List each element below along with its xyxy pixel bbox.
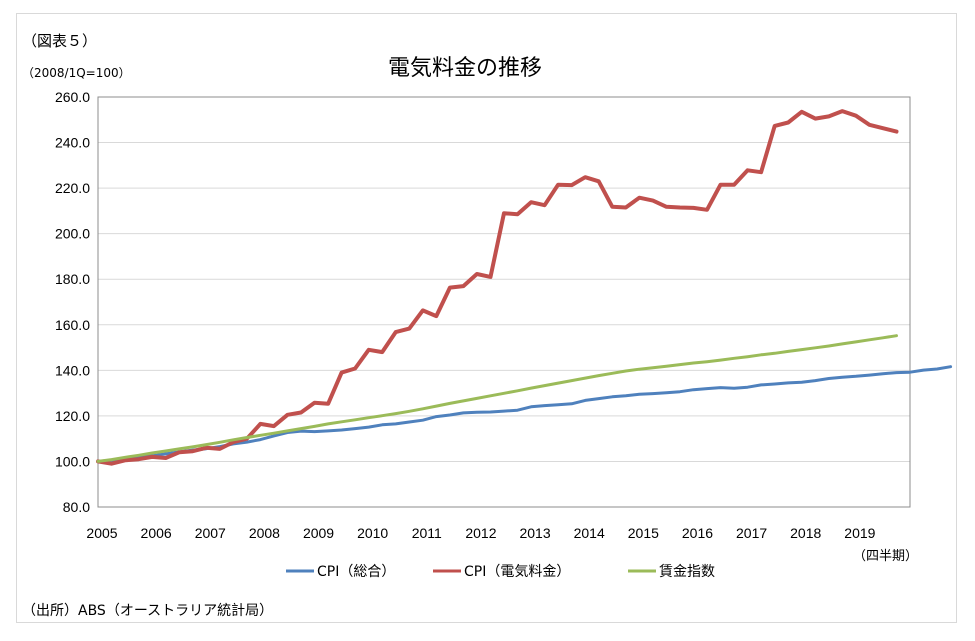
y-tick-label: 240.0 — [55, 135, 90, 151]
x-tick-label: 2009 — [303, 525, 334, 541]
x-tick-label: 2018 — [790, 525, 821, 541]
y-tick-label: 100.0 — [55, 453, 90, 469]
y-tick-label: 260.0 — [55, 89, 90, 105]
x-tick-label: 2011 — [412, 525, 442, 541]
x-tick-label: 2010 — [357, 525, 388, 541]
series-layer — [96, 109, 953, 466]
source-label: （出所）ABS（オーストラリア統計局） — [22, 603, 274, 619]
series-line-2 — [96, 109, 899, 466]
figure-label: （図表５） — [22, 32, 98, 50]
x-tick-label: 2019 — [844, 525, 875, 541]
grid-lines — [98, 142, 910, 462]
legend-label-3: 賃金指数 — [659, 564, 715, 580]
legend: CPI（総合） CPI（電気料金） 賃金指数 — [286, 564, 715, 580]
period-label: （四半期） — [853, 549, 919, 564]
y-tick-label: 200.0 — [55, 226, 90, 242]
x-tick-label: 2005 — [86, 525, 117, 541]
x-tick-label: 2007 — [195, 525, 226, 541]
y-tick-label: 80.0 — [63, 499, 90, 515]
x-tick-label: 2008 — [249, 525, 280, 541]
series-line-1 — [96, 365, 953, 463]
x-tick-label: 2013 — [519, 525, 550, 541]
legend-label-2: CPI（電気料金） — [464, 564, 570, 580]
plot-area — [97, 96, 911, 508]
y-tick-label: 220.0 — [55, 180, 90, 196]
chart-frame — [16, 13, 957, 623]
y-tick-label: 120.0 — [55, 408, 90, 424]
x-tick-label: 2015 — [628, 525, 659, 541]
x-tick-label: 2006 — [141, 525, 172, 541]
y-tick-label: 160.0 — [55, 317, 90, 333]
x-tick-label: 2014 — [574, 525, 605, 541]
y-axis-ticks: 80.0 100.0 120.0 140.0 160.0 180.0 200.0 220.0 2… — [55, 89, 90, 515]
unit-label: （2008/1Q=100） — [22, 66, 131, 80]
x-axis-ticks: 2005 2006 2007 2008 2009 2010 2011 2012 2013 2014… — [86, 525, 875, 541]
y-tick-label: 140.0 — [55, 362, 90, 378]
legend-label-1: CPI（総合） — [317, 564, 395, 580]
y-tick-label: 180.0 — [55, 271, 90, 287]
chart-title: 電気料金の推移 — [388, 56, 543, 81]
x-tick-label: 2017 — [736, 525, 767, 541]
series-line-3 — [96, 334, 898, 463]
x-tick-label: 2012 — [465, 525, 496, 541]
x-tick-label: 2016 — [682, 525, 713, 541]
